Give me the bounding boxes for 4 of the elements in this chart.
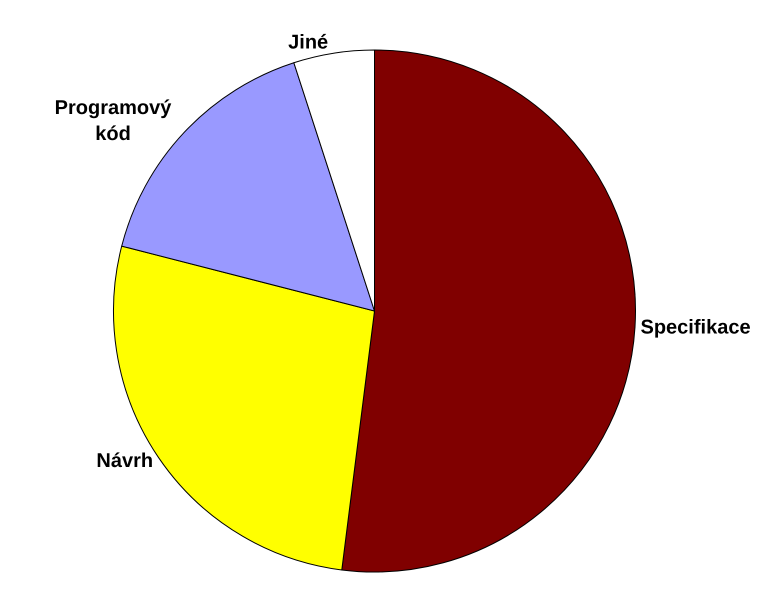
slice-label: Jiné [288,31,328,54]
slice-label: Návrh [96,450,154,472]
slice-label: Programový kód [54,97,172,146]
slice-label: Specifikace [640,316,751,338]
